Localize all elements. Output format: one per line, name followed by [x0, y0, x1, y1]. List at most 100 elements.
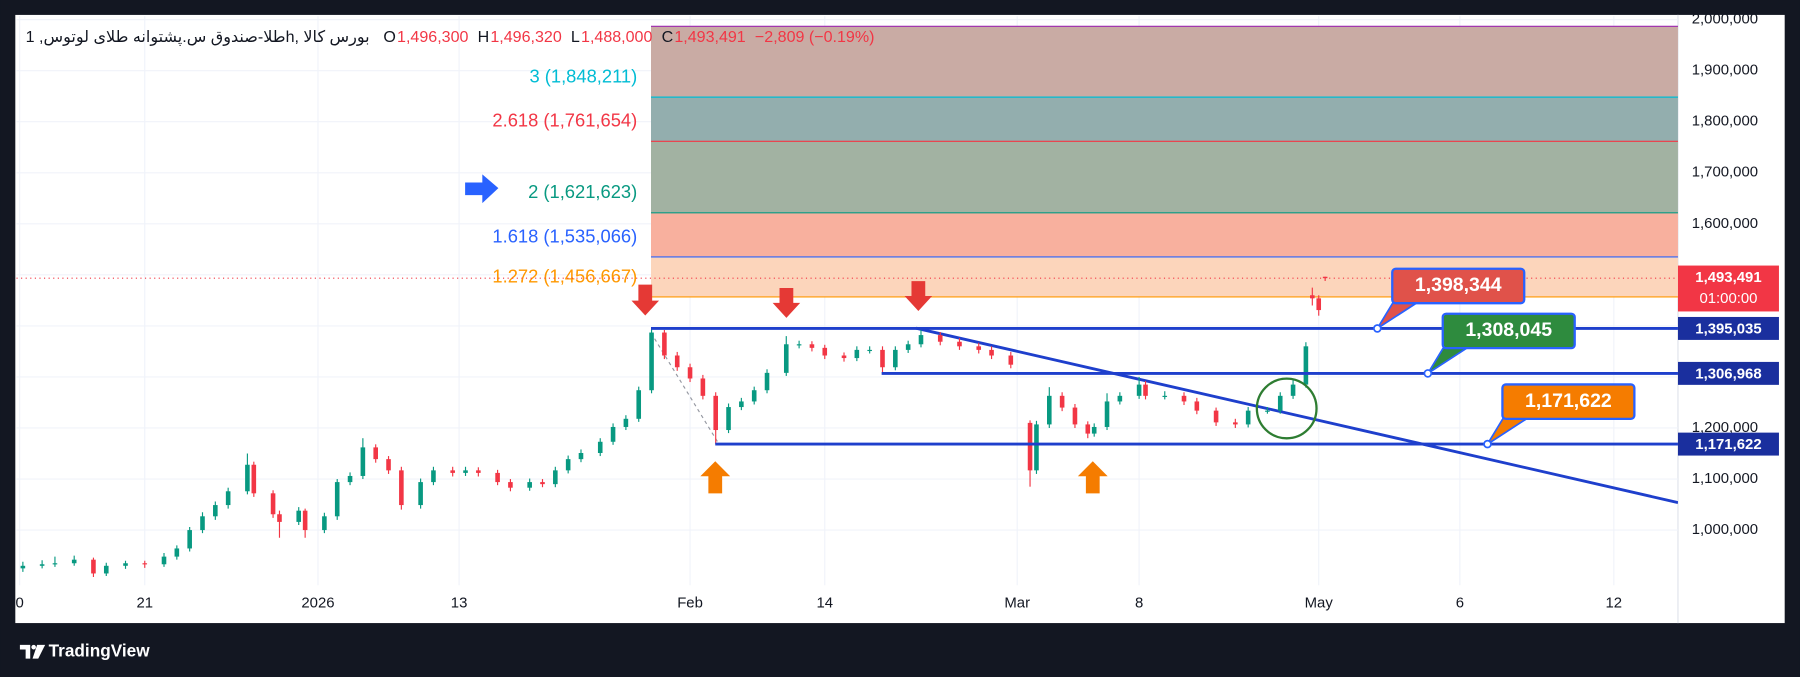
- symbol-title: طلا-صندوق س.پشتوانه طلای لوتوس, 1h, بورس…: [26, 28, 370, 47]
- candle-body: [322, 516, 327, 531]
- candle-body: [674, 355, 680, 368]
- candle-body: [1303, 346, 1309, 385]
- highlight-circle: [1255, 377, 1318, 440]
- candle-body: [1316, 298, 1322, 311]
- candle-body: [450, 470, 455, 473]
- candle-body: [1162, 395, 1168, 397]
- candle-body: [597, 441, 603, 453]
- candle-body: [103, 565, 109, 574]
- candle-body: [20, 565, 26, 569]
- x-tick-label: 12: [1606, 596, 1623, 612]
- ohlc-key: L: [571, 28, 580, 46]
- y-tick-label: 1,100,000: [1692, 471, 1758, 487]
- candle-body: [937, 335, 943, 342]
- candle-body: [71, 559, 77, 564]
- candle-body: [578, 452, 584, 460]
- fib-level-label: 2 (1,621,623): [528, 181, 637, 202]
- trend-line: [915, 326, 1678, 504]
- candle-body: [270, 493, 276, 515]
- candle-body: [783, 344, 789, 373]
- fib-zone: [651, 26, 1678, 98]
- candle-body: [565, 459, 571, 471]
- candle-body: [1104, 401, 1110, 427]
- ohlc-value: 1,493,491: [674, 28, 745, 46]
- ohlc-key: C: [662, 28, 674, 46]
- price-badge-label: 1,395,035: [1695, 322, 1761, 338]
- ohlc-key: O: [383, 28, 395, 46]
- callout-label: 1,308,045: [1465, 319, 1552, 341]
- y-tick-label: 1,600,000: [1692, 216, 1758, 232]
- candle-body: [347, 475, 353, 483]
- candle-body: [905, 344, 911, 350]
- candle-body: [373, 447, 378, 460]
- last-price-label: 1,493,491: [1695, 270, 1761, 286]
- price-badge: [1677, 432, 1779, 456]
- candle-body: [880, 349, 885, 368]
- candle-body: [399, 470, 404, 506]
- candle-body: [431, 470, 436, 483]
- candle-body: [687, 367, 693, 379]
- callout-box: [1391, 267, 1526, 305]
- x-tick-label: May: [1305, 596, 1334, 612]
- candle-body: [1117, 395, 1123, 402]
- fib-level-label: 3 (1,848,211): [529, 65, 637, 86]
- callout-label: 1,171,622: [1525, 390, 1612, 412]
- candle-body: [623, 418, 629, 427]
- price-badge: [1677, 316, 1779, 340]
- candle-body: [1091, 426, 1097, 434]
- candle-body: [553, 470, 558, 485]
- candle-body: [1181, 395, 1187, 402]
- ohlc-value: 1,488,000: [581, 28, 652, 46]
- callout-anchor: [1483, 439, 1492, 449]
- candle-body: [1245, 410, 1251, 425]
- candle-body: [610, 426, 616, 442]
- y-tick-label: 1,200,000: [1692, 420, 1758, 436]
- candle-body: [809, 344, 815, 348]
- candle-body: [1136, 384, 1142, 396]
- candle-body: [957, 341, 962, 347]
- candle-body: [1085, 424, 1091, 434]
- candle-body: [796, 344, 802, 346]
- candle-body: [200, 516, 205, 531]
- candle-body: [527, 482, 532, 488]
- fib-level-label: 1.618 (1,535,066): [492, 225, 637, 246]
- candle-body: [161, 556, 167, 565]
- candle-body: [1059, 395, 1065, 408]
- candle-body: [251, 464, 257, 494]
- candle-body: [1027, 422, 1033, 471]
- candle-body: [495, 472, 500, 483]
- candle-body: [1290, 384, 1296, 396]
- candle-body: [713, 395, 719, 431]
- candle-body: [1143, 384, 1148, 396]
- countdown-label: 01:00:00: [1699, 291, 1757, 307]
- callout-box: [1501, 383, 1636, 420]
- candle-body: [1194, 401, 1200, 411]
- candle-body: [213, 505, 218, 517]
- fib-zone: [651, 97, 1678, 142]
- candle-body: [1265, 410, 1270, 412]
- candle-body: [841, 355, 847, 359]
- candle-body: [302, 510, 308, 531]
- candle-body: [91, 559, 96, 574]
- candle-body: [277, 514, 282, 522]
- callout-anchor: [1423, 369, 1433, 378]
- candle-body: [700, 378, 706, 396]
- candle-body: [386, 459, 391, 471]
- y-tick-label: 1,900,000: [1692, 63, 1758, 79]
- candle-body: [174, 548, 180, 557]
- candle-body: [918, 335, 924, 345]
- candle-body: [360, 447, 366, 476]
- legend-header: طلا-صندوق س.پشتوانه طلای لوتوس, 1h, بورس…: [26, 28, 875, 47]
- candle-body: [225, 491, 231, 506]
- candle-body: [123, 563, 128, 566]
- candle-body: [636, 390, 642, 419]
- candle-body: [463, 470, 468, 473]
- x-tick-label: 0: [16, 596, 24, 612]
- candle-body: [1322, 276, 1328, 279]
- up-arrow: [700, 461, 731, 494]
- candle-body: [334, 482, 340, 517]
- x-tick-label: 8: [1135, 596, 1143, 612]
- up-arrow: [1077, 461, 1108, 494]
- candle-body: [726, 407, 731, 431]
